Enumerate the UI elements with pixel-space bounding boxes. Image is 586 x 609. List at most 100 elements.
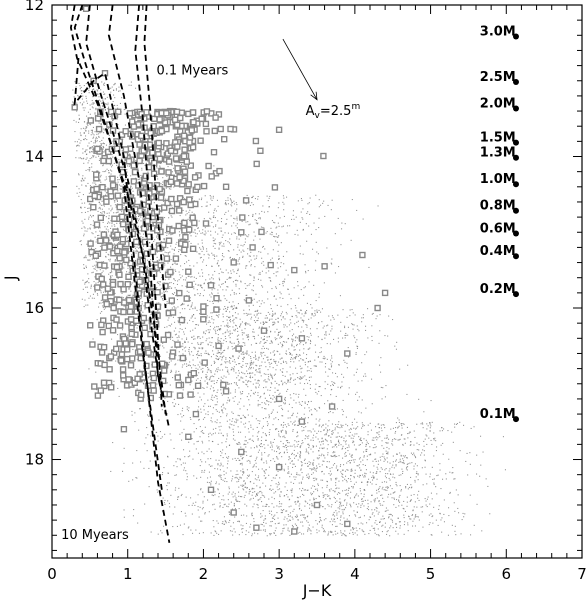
- field-star-point: [347, 492, 349, 494]
- field-star-point: [193, 288, 195, 290]
- field-star-point: [157, 435, 159, 437]
- field-star-point: [83, 226, 85, 228]
- field-star-point: [250, 362, 252, 364]
- field-star-point: [225, 240, 227, 242]
- field-star-point: [245, 334, 247, 336]
- field-star-point: [170, 494, 172, 496]
- field-star-point: [299, 365, 301, 367]
- field-star-point: [92, 271, 94, 273]
- field-star-point: [188, 526, 190, 528]
- field-star-point: [231, 305, 233, 307]
- field-star-point: [266, 400, 268, 402]
- field-star-point: [349, 315, 351, 317]
- field-star-point: [193, 338, 195, 340]
- field-star-point: [109, 258, 111, 260]
- field-star-point: [315, 241, 317, 243]
- field-star-point: [246, 454, 248, 456]
- field-star-point: [248, 234, 250, 236]
- field-star-point: [287, 379, 289, 381]
- field-star-point: [174, 489, 176, 491]
- field-star-point: [206, 386, 208, 388]
- field-star-point: [258, 468, 260, 470]
- field-star-point: [144, 164, 146, 166]
- field-star-point: [257, 359, 259, 361]
- field-star-point: [275, 287, 277, 289]
- field-star-point: [256, 223, 258, 225]
- field-star-point: [297, 412, 299, 414]
- field-star-point: [236, 327, 238, 329]
- field-star-point: [236, 236, 238, 238]
- field-star-point: [302, 218, 304, 220]
- field-star-point: [371, 335, 373, 337]
- field-star-point: [239, 325, 241, 327]
- field-star-point: [332, 490, 334, 492]
- field-star-point: [270, 412, 272, 414]
- field-star-point: [92, 133, 94, 135]
- field-star-point: [103, 129, 105, 131]
- field-star-point: [105, 194, 107, 196]
- field-star-point: [212, 195, 214, 197]
- field-star-point: [280, 262, 282, 264]
- field-star-point: [282, 426, 284, 428]
- field-star-point: [208, 332, 210, 334]
- field-star-point: [107, 107, 109, 109]
- field-star-point: [245, 322, 247, 324]
- field-star-point: [304, 407, 306, 409]
- field-star-point: [219, 429, 221, 431]
- field-star-point: [76, 145, 78, 147]
- field-star-point: [140, 298, 142, 300]
- field-star-point: [117, 181, 119, 183]
- field-star-point: [336, 376, 338, 378]
- field-star-point: [191, 211, 193, 213]
- field-star-point: [399, 368, 401, 370]
- field-star-point: [231, 346, 233, 348]
- field-star-point: [348, 387, 350, 389]
- field-star-point: [210, 480, 212, 482]
- field-star-point: [268, 415, 270, 417]
- field-star-point: [197, 243, 199, 245]
- field-star-point: [240, 455, 242, 457]
- field-star-point: [272, 314, 274, 316]
- field-star-point: [292, 210, 294, 212]
- field-star-point: [201, 250, 203, 252]
- field-star-point: [249, 455, 251, 457]
- field-star-point: [123, 207, 125, 209]
- field-star-point: [82, 222, 84, 224]
- field-star-point: [220, 379, 222, 381]
- field-star-point: [304, 375, 306, 377]
- field-star-point: [105, 291, 107, 293]
- field-star-point: [207, 399, 209, 401]
- field-star-point: [172, 263, 174, 265]
- field-star-point: [322, 528, 324, 530]
- field-star-point: [304, 313, 306, 315]
- field-star-point: [210, 296, 212, 298]
- field-star-point: [74, 81, 76, 83]
- field-star-point: [89, 151, 91, 153]
- field-star-point: [248, 309, 250, 311]
- field-star-point: [236, 317, 238, 319]
- field-star-point: [299, 488, 301, 490]
- field-star-point: [127, 334, 129, 336]
- field-star-point: [216, 520, 218, 522]
- field-star-point: [217, 338, 219, 340]
- field-star-point: [100, 102, 102, 104]
- field-star-point: [186, 473, 188, 475]
- field-star-point: [107, 221, 109, 223]
- field-star-point: [282, 429, 284, 431]
- field-star-point: [289, 225, 291, 227]
- field-star-point: [216, 355, 218, 357]
- field-star-point: [247, 339, 249, 341]
- field-star-point: [106, 178, 108, 180]
- field-star-point: [169, 338, 171, 340]
- field-star-point: [182, 209, 184, 211]
- field-star-point: [205, 365, 207, 367]
- field-star-point: [338, 439, 340, 441]
- field-star-point: [87, 291, 89, 293]
- field-star-point: [227, 348, 229, 350]
- field-star-point: [218, 459, 220, 461]
- field-star-point: [252, 304, 254, 306]
- field-star-point: [209, 341, 211, 343]
- field-star-point: [246, 285, 248, 287]
- field-star-point: [327, 375, 329, 377]
- field-star-point: [275, 339, 277, 341]
